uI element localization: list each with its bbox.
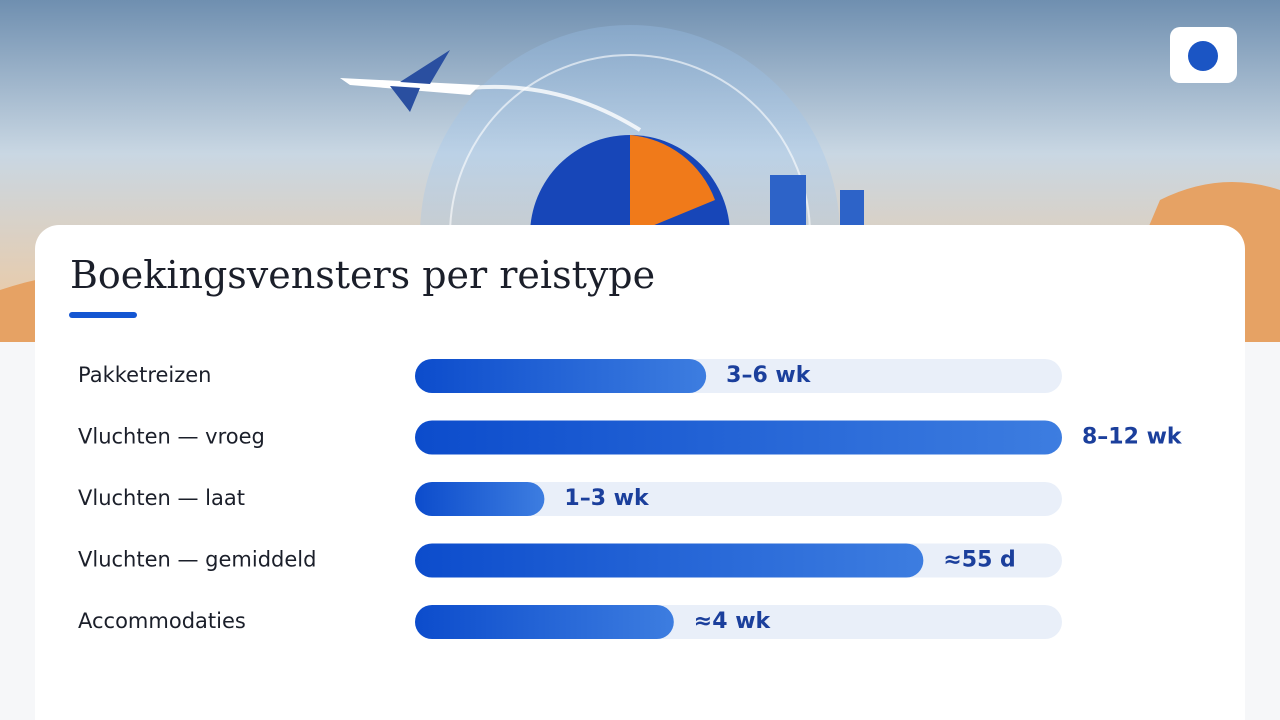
- bar: [415, 482, 545, 516]
- value-label: 1–3 wk: [564, 486, 650, 511]
- logo-icon: [1188, 41, 1218, 71]
- header-plane-wings: [390, 50, 450, 112]
- title-underline: [69, 312, 137, 318]
- header-trail: [469, 84, 642, 132]
- category-label: Vluchten — laat: [78, 486, 245, 510]
- value-label: ≈55 d: [943, 548, 1015, 573]
- header-gauge-slice: [630, 135, 715, 235]
- bar: [415, 359, 707, 393]
- category-label: Vluchten — gemiddeld: [78, 548, 316, 572]
- bar: [415, 420, 1062, 455]
- bar: [415, 543, 924, 578]
- value-label: 8–12 wk: [1082, 425, 1183, 450]
- card: [35, 225, 1245, 720]
- category-label: Accommodaties: [78, 609, 246, 633]
- category-label: Vluchten — vroeg: [78, 425, 265, 449]
- value-label: 3–6 wk: [726, 363, 812, 388]
- value-label: ≈4 wk: [694, 609, 772, 634]
- header-plane: [340, 78, 480, 95]
- chart-title: Boekingsvensters per reistype: [70, 253, 655, 297]
- bar-track: [415, 482, 1062, 516]
- bar: [415, 605, 674, 639]
- category-label: Pakketreizen: [78, 363, 212, 387]
